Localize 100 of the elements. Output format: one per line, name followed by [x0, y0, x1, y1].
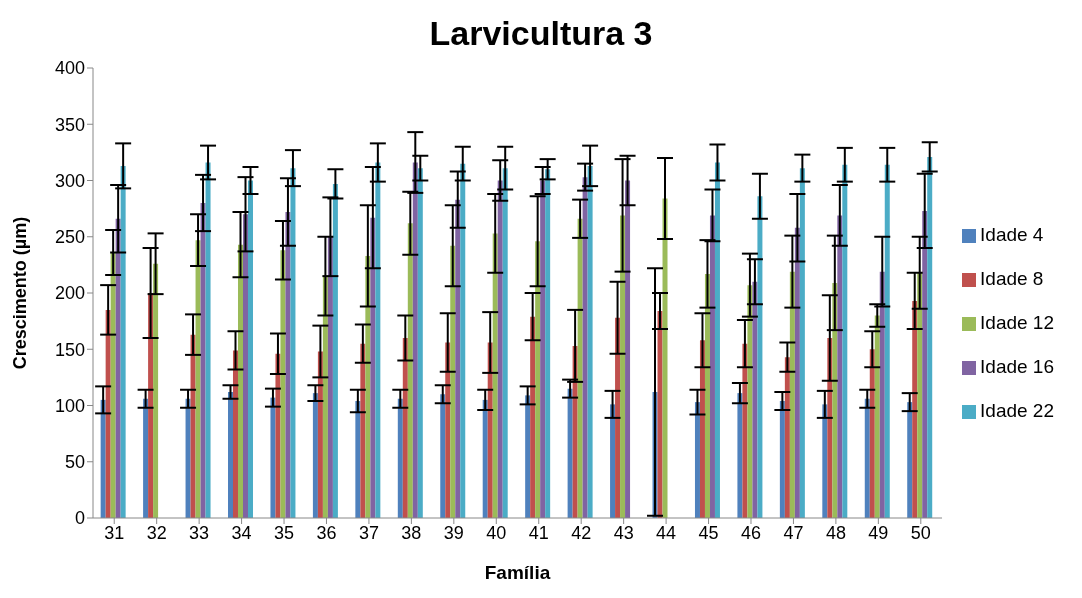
bar: [482, 399, 488, 518]
bar: [120, 165, 126, 518]
bar: [153, 263, 159, 518]
bar: [874, 315, 880, 518]
bar: [922, 210, 928, 518]
bar: [238, 244, 243, 518]
bar: [610, 404, 616, 518]
bar: [794, 227, 800, 518]
x-tick-label: 43: [613, 522, 634, 543]
x-tick-label: 48: [825, 522, 846, 543]
bar: [779, 401, 785, 518]
y-tick-label: 200: [54, 283, 85, 304]
x-tick-label: 42: [571, 522, 592, 543]
bar: [864, 398, 870, 518]
y-tick-label: 300: [54, 170, 85, 191]
x-tick-label: 44: [656, 522, 677, 543]
x-tick-label: 32: [146, 522, 167, 543]
bar: [625, 180, 631, 518]
x-tick-label: 50: [910, 522, 931, 543]
x-tick-label: 31: [104, 522, 125, 543]
x-tick-label: 37: [358, 522, 379, 543]
x-tick-label: 38: [401, 522, 422, 543]
bar: [248, 180, 253, 518]
bar: [907, 402, 913, 518]
y-tick-label: 150: [54, 339, 85, 360]
bar: [190, 334, 196, 518]
bar: [699, 340, 705, 518]
bar: [742, 343, 748, 518]
bar: [290, 168, 296, 518]
bar: [502, 168, 508, 518]
bar: [837, 215, 843, 518]
bar: [312, 393, 318, 518]
bar: [243, 214, 248, 518]
bar: [450, 245, 456, 518]
bar: [879, 271, 885, 518]
bar: [417, 168, 423, 518]
bar: [492, 233, 498, 518]
bar: [370, 217, 376, 518]
bar: [704, 273, 710, 518]
bar: [927, 156, 933, 518]
bar: [355, 401, 361, 518]
bar: [869, 349, 875, 518]
bar: [917, 272, 923, 518]
y-tick-label: 250: [54, 227, 85, 248]
bar: [752, 281, 758, 518]
bar: [694, 402, 700, 518]
bar: [110, 252, 116, 518]
x-tick-label: 40: [486, 522, 507, 543]
bar: [884, 164, 890, 518]
bar: [412, 162, 418, 518]
bar: [275, 353, 281, 518]
y-tick-label: 0: [74, 508, 85, 529]
y-tick-label: 100: [54, 395, 85, 416]
bar: [322, 276, 328, 518]
bar: [822, 404, 828, 518]
bar: [784, 357, 790, 518]
bar: [912, 300, 918, 518]
y-tick-label: 50: [64, 452, 85, 473]
bar: [143, 398, 149, 518]
bar: [228, 392, 233, 518]
bar: [455, 199, 461, 518]
bar: [497, 180, 503, 518]
bar: [195, 240, 201, 518]
x-tick-label: 33: [189, 522, 210, 543]
legend-label: Idade 12: [980, 312, 1054, 333]
x-axis-title: Família: [484, 562, 551, 584]
y-axis-title: Crescimento (µm): [10, 216, 31, 370]
legend-label: Idade 8: [980, 268, 1044, 289]
bar: [270, 397, 276, 518]
bar: [332, 183, 338, 518]
bar: [327, 236, 333, 518]
legend-label: Idade 22: [980, 400, 1054, 421]
bar: [587, 165, 593, 518]
bar: [662, 198, 668, 518]
bar: [709, 215, 715, 518]
legend-label: Idade 16: [980, 356, 1054, 377]
bar: [620, 215, 626, 518]
bar: [757, 196, 763, 518]
y-tick-label: 400: [54, 58, 85, 79]
bar: [714, 162, 720, 518]
bar: [440, 394, 446, 518]
bar: [789, 271, 795, 518]
bar: [100, 399, 106, 518]
x-tick-label: 34: [231, 522, 252, 543]
chart-title: Larvicultura 3: [428, 13, 654, 54]
y-tick-label: 350: [54, 114, 85, 135]
x-tick-label: 45: [698, 522, 719, 543]
bar: [525, 395, 531, 518]
x-tick-label: 36: [316, 522, 337, 543]
x-tick-label: 39: [443, 522, 464, 543]
bar: [577, 218, 583, 518]
bar: [317, 351, 323, 518]
x-tick-label: 47: [783, 522, 804, 543]
bar: [185, 398, 191, 518]
bar: [567, 388, 573, 518]
x-tick-label: 46: [740, 522, 762, 543]
bar: [407, 223, 413, 518]
bar: [402, 338, 408, 518]
bar: [200, 203, 206, 518]
bar: [205, 162, 211, 518]
